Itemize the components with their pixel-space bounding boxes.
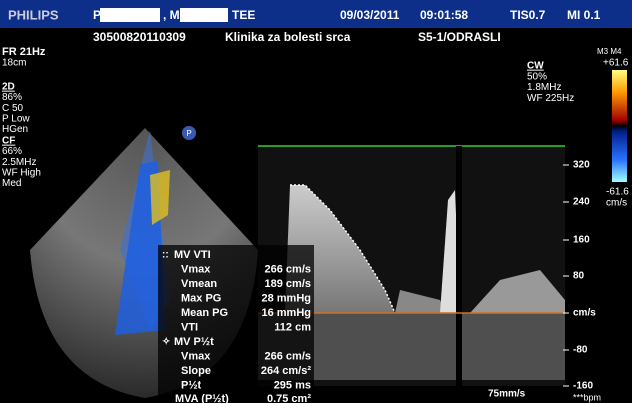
param-heading: CF <box>2 136 15 147</box>
redaction <box>180 8 228 22</box>
color-bar-label: -61.6 <box>606 187 629 198</box>
measure-title: MV VTI <box>174 249 211 261</box>
measure-value: 266 cm/s <box>265 263 311 275</box>
measure-label: Mean PG <box>181 307 228 319</box>
heart-rate: ***bpm <box>573 392 601 402</box>
brand: PHILIPS <box>8 7 59 22</box>
param-heading: 2D <box>2 82 15 93</box>
measure-label: Slope <box>181 365 211 377</box>
header-text: P <box>93 8 101 22</box>
scale-label: 240 <box>573 197 590 208</box>
measurement-panel <box>158 245 314 403</box>
param: P Low <box>2 113 30 124</box>
bullet: ✧ <box>162 337 170 348</box>
measure-result-label: MVA (P½t) <box>175 393 229 403</box>
color-jet <box>150 170 170 225</box>
param: C 50 <box>2 103 24 114</box>
measure-value: 189 cm/s <box>265 278 311 290</box>
measure-value: 112 cm <box>274 321 311 333</box>
scale-label: cm/s <box>573 308 596 319</box>
spectrum-signal <box>395 290 445 313</box>
color-bar-label: cm/s <box>606 198 627 209</box>
param: 1.8MHz <box>527 82 561 93</box>
header-text: S5-1/ODRASLI <box>418 30 501 44</box>
param-heading: CW <box>527 61 544 72</box>
probe-marker: P <box>186 129 191 138</box>
param: 86% <box>2 92 22 103</box>
sweep-gap <box>456 146 462 386</box>
param: 66% <box>2 146 22 157</box>
header-text: Klinika za bolesti srca <box>225 30 351 44</box>
color-bar-label: M3 M4 <box>597 47 622 56</box>
measure-label: Vmax <box>181 350 211 362</box>
param: WF 225Hz <box>527 93 574 104</box>
param: 50% <box>527 72 547 83</box>
scale-label: 320 <box>573 160 590 171</box>
param: 2.5MHz <box>2 157 36 168</box>
header-text: TEE <box>232 8 255 22</box>
spectrum-signal <box>470 270 565 313</box>
redaction <box>100 8 160 22</box>
param: WF High <box>2 167 41 178</box>
measure-value: 295 ms <box>274 379 311 391</box>
measure-title: MV P½t <box>174 336 214 348</box>
header-text: 09:01:58 <box>420 8 468 22</box>
measure-label: Vmean <box>181 278 217 290</box>
scale-label: 160 <box>573 235 590 246</box>
vti-trace <box>290 184 396 314</box>
bullet: :: <box>162 250 169 261</box>
color-bar-label: +61.6 <box>603 58 629 69</box>
measure-label: P½t <box>181 379 202 391</box>
scale-label: 80 <box>573 271 585 282</box>
header-text: 30500820110309 <box>93 30 186 44</box>
header-text: TIS0.7 <box>510 8 546 22</box>
measure-result-value: 0.75 cm² <box>267 393 311 403</box>
color-bar <box>612 70 627 182</box>
param: Med <box>2 178 21 189</box>
header-text: , M <box>163 8 180 22</box>
spectrum-signal <box>440 190 460 313</box>
param: HGen <box>2 124 28 135</box>
spectrum-reverse <box>258 313 565 380</box>
measure-value: 266 cm/s <box>265 350 311 362</box>
probe-marker-bg <box>182 126 196 140</box>
sweep-speed: 75mm/s <box>488 389 526 400</box>
measure-label: VTI <box>181 321 198 333</box>
measure-value: 264 cm/s² <box>261 365 311 377</box>
param: FR 21Hz <box>2 46 46 58</box>
header-text: 09/03/2011 <box>340 8 400 22</box>
scale-label: -80 <box>573 345 588 356</box>
measure-value: 28 mmHg <box>261 292 311 304</box>
param: 18cm <box>2 58 26 69</box>
measure-label: Vmax <box>181 263 211 275</box>
measure-label: Max PG <box>181 292 221 304</box>
header-text: MI 0.1 <box>567 8 601 22</box>
scale-label: -160 <box>573 381 593 392</box>
measure-value: 16 mmHg <box>261 307 311 319</box>
